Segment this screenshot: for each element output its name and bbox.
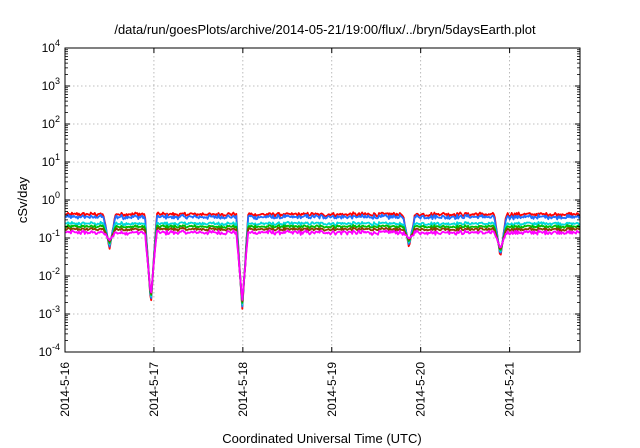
- series-line: [64, 226, 581, 303]
- x-tick-label: 2014-5-19: [325, 362, 339, 417]
- y-tick-label: 103: [42, 76, 60, 93]
- y-tick-label: 100: [42, 190, 60, 207]
- y-tick-label: 10-3: [39, 304, 60, 321]
- x-axis-label: Coordinated Universal Time (UTC): [222, 431, 421, 446]
- ticks: 10-4 10-3 10-2 10-1 100 101 102 103 104 2014-5-16…: [39, 38, 580, 417]
- x-tick-label: 2014-5-16: [58, 362, 72, 417]
- y-tick-label: 101: [42, 152, 60, 169]
- x-tick-label: 2014-5-21: [503, 362, 517, 417]
- y-tick-label: 102: [42, 114, 60, 131]
- y-tick-label: 10-1: [39, 228, 60, 245]
- series-group: [64, 211, 581, 310]
- x-tick-label: 2014-5-18: [236, 362, 250, 417]
- x-tick-label: 2014-5-20: [414, 362, 428, 417]
- x-tick-label: 2014-5-17: [147, 362, 161, 417]
- y-tick-label: 104: [42, 38, 60, 55]
- chart-title: /data/run/goesPlots/archive/2014-05-21/1…: [114, 22, 536, 37]
- y-tick-label: 10-4: [39, 342, 60, 359]
- y-tick-label: 10-2: [39, 266, 60, 283]
- y-axis-label: cSv/day: [15, 176, 30, 223]
- series-line: [64, 229, 581, 301]
- grid-lines: [65, 48, 580, 352]
